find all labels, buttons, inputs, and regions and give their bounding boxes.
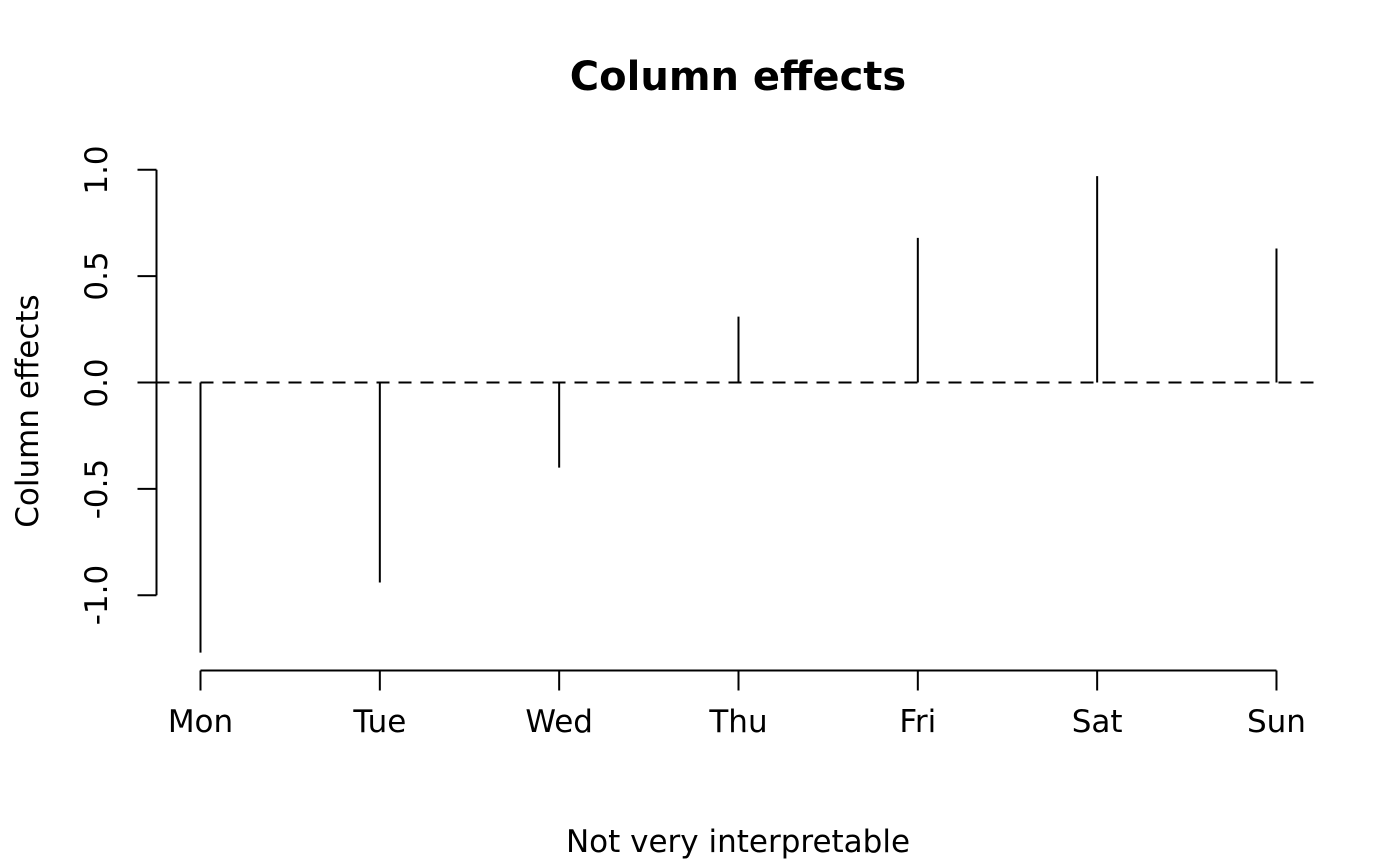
x-tick-label-wed: Wed: [525, 704, 593, 740]
y-tick-label-0.5: 0.5: [79, 251, 115, 301]
y-tick-label-0.0: 0.0: [79, 357, 115, 408]
chart-subtitle: Not very interpretable: [565, 824, 911, 860]
x-tick-label-sat: Sat: [1071, 704, 1123, 740]
y-tick-label-1.0: 1.0: [79, 145, 115, 195]
x-tick-label-tue: Tue: [353, 704, 407, 740]
y-tick-label--0.5: -0.5: [79, 458, 115, 520]
y-axis-title: Column effects: [10, 294, 46, 528]
y-tick-label--1.0: -1.0: [79, 564, 115, 626]
x-tick-label-fri: Fri: [899, 704, 937, 740]
chart-title: Column effects: [569, 54, 907, 100]
x-tick-label-thu: Thu: [709, 704, 768, 740]
x-tick-label-sun: Sun: [1246, 704, 1306, 740]
x-tick-label-mon: Mon: [167, 704, 234, 740]
